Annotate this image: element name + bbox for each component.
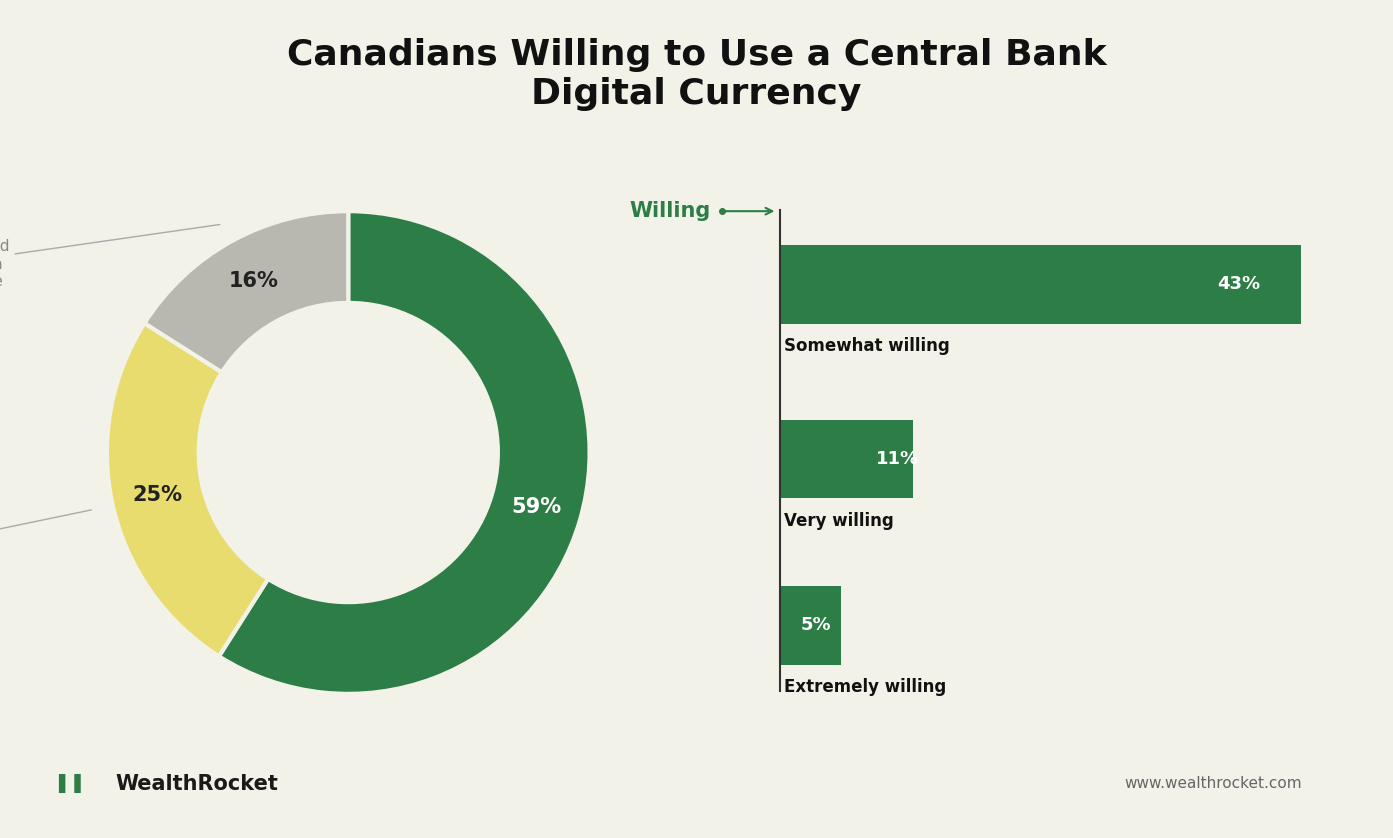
Text: Very willing: Very willing xyxy=(784,511,893,530)
Text: www.wealthrocket.com: www.wealthrocket.com xyxy=(1124,776,1302,791)
Text: 11%: 11% xyxy=(876,450,919,468)
Text: 16%: 16% xyxy=(228,272,279,292)
Text: 25%: 25% xyxy=(132,485,182,505)
Text: WealthRocket: WealthRocket xyxy=(116,773,279,794)
Text: ❚❚: ❚❚ xyxy=(53,774,86,793)
Bar xyxy=(780,245,1301,323)
Text: 43%: 43% xyxy=(1217,275,1261,293)
Wedge shape xyxy=(145,211,348,372)
Bar xyxy=(780,420,914,499)
Text: Canadians Willing to Use a Central Bank
Digital Currency: Canadians Willing to Use a Central Bank … xyxy=(287,38,1106,111)
Text: 5%: 5% xyxy=(801,616,832,634)
Text: Somewhat willing: Somewhat willing xyxy=(784,337,950,354)
Bar xyxy=(780,586,840,665)
Text: Willing: Willing xyxy=(630,201,710,221)
Text: Extremely willing: Extremely willing xyxy=(784,678,946,696)
Text: Not willing
at all: Not willing at all xyxy=(0,510,91,561)
Text: 59%: 59% xyxy=(511,497,561,517)
Text: Don't understand
enough about a
CBDC to decide: Don't understand enough about a CBDC to … xyxy=(0,225,220,289)
Wedge shape xyxy=(107,323,267,656)
Wedge shape xyxy=(219,211,589,694)
